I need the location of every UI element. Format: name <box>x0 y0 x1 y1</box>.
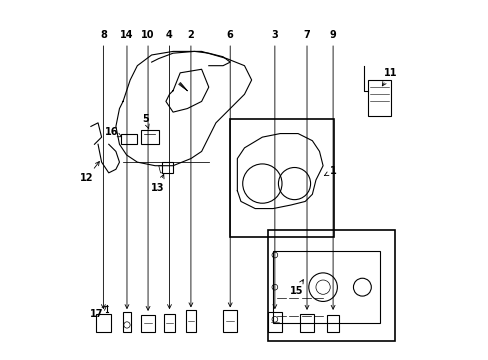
Text: 9: 9 <box>329 30 336 309</box>
Text: 13: 13 <box>151 175 164 193</box>
Text: 4: 4 <box>166 30 172 309</box>
Text: 7: 7 <box>303 30 310 309</box>
Text: 11: 11 <box>382 68 397 86</box>
Bar <box>299 314 313 332</box>
Bar <box>185 310 196 332</box>
Text: 10: 10 <box>141 30 155 310</box>
Text: 17: 17 <box>90 306 106 319</box>
Text: 6: 6 <box>226 30 233 307</box>
Bar <box>162 162 173 173</box>
Text: 8: 8 <box>100 30 106 309</box>
Bar <box>123 312 131 332</box>
Bar <box>267 312 282 332</box>
Text: 16: 16 <box>104 127 122 137</box>
Bar <box>96 314 110 332</box>
Bar <box>121 134 137 144</box>
Bar <box>141 130 159 144</box>
Text: 14: 14 <box>120 30 133 309</box>
Bar <box>164 314 175 332</box>
Bar <box>367 80 390 116</box>
Text: 1: 1 <box>324 166 336 176</box>
Bar <box>223 310 237 332</box>
Text: 12: 12 <box>80 162 99 183</box>
Text: 15: 15 <box>289 280 303 296</box>
Text: 3: 3 <box>271 30 278 309</box>
Text: 5: 5 <box>142 113 149 129</box>
Bar <box>272 251 380 323</box>
Bar <box>326 315 339 332</box>
Text: 2: 2 <box>187 30 194 307</box>
Bar <box>141 315 155 332</box>
